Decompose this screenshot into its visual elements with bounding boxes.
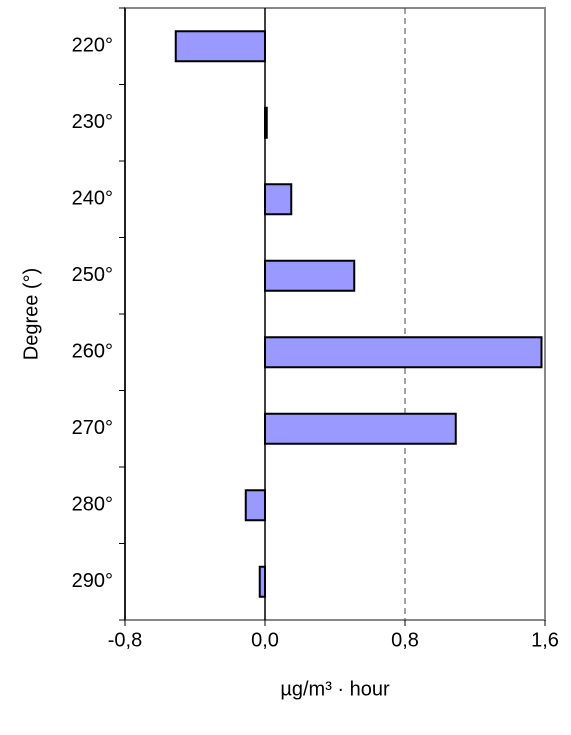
y-tick-label: 230°	[72, 111, 113, 133]
y-tick-label: 290°	[72, 570, 113, 592]
bar	[264, 183, 293, 216]
bar	[264, 336, 543, 369]
y-axis-title: Degree (°)	[20, 268, 42, 360]
y-tick-label: 270°	[72, 417, 113, 439]
y-tick-label: 280°	[72, 494, 113, 516]
bar	[174, 30, 266, 63]
y-tick-label: 220°	[72, 35, 113, 57]
x-tick-label: 1,6	[531, 629, 559, 651]
bar	[264, 106, 268, 139]
y-tick-label: 240°	[72, 188, 113, 210]
x-tick-label: -0,8	[108, 629, 142, 651]
y-tick-label: 260°	[72, 341, 113, 363]
x-tick-label: 0,0	[251, 629, 279, 651]
bar	[258, 565, 266, 598]
plot-frame	[124, 7, 546, 621]
bar	[264, 412, 457, 445]
x-tick-label: 0,8	[391, 629, 419, 651]
bar	[264, 259, 356, 292]
bar	[244, 489, 266, 522]
y-tick-label: 250°	[72, 264, 113, 286]
x-axis-title: µg/m³ · hour	[280, 678, 390, 700]
